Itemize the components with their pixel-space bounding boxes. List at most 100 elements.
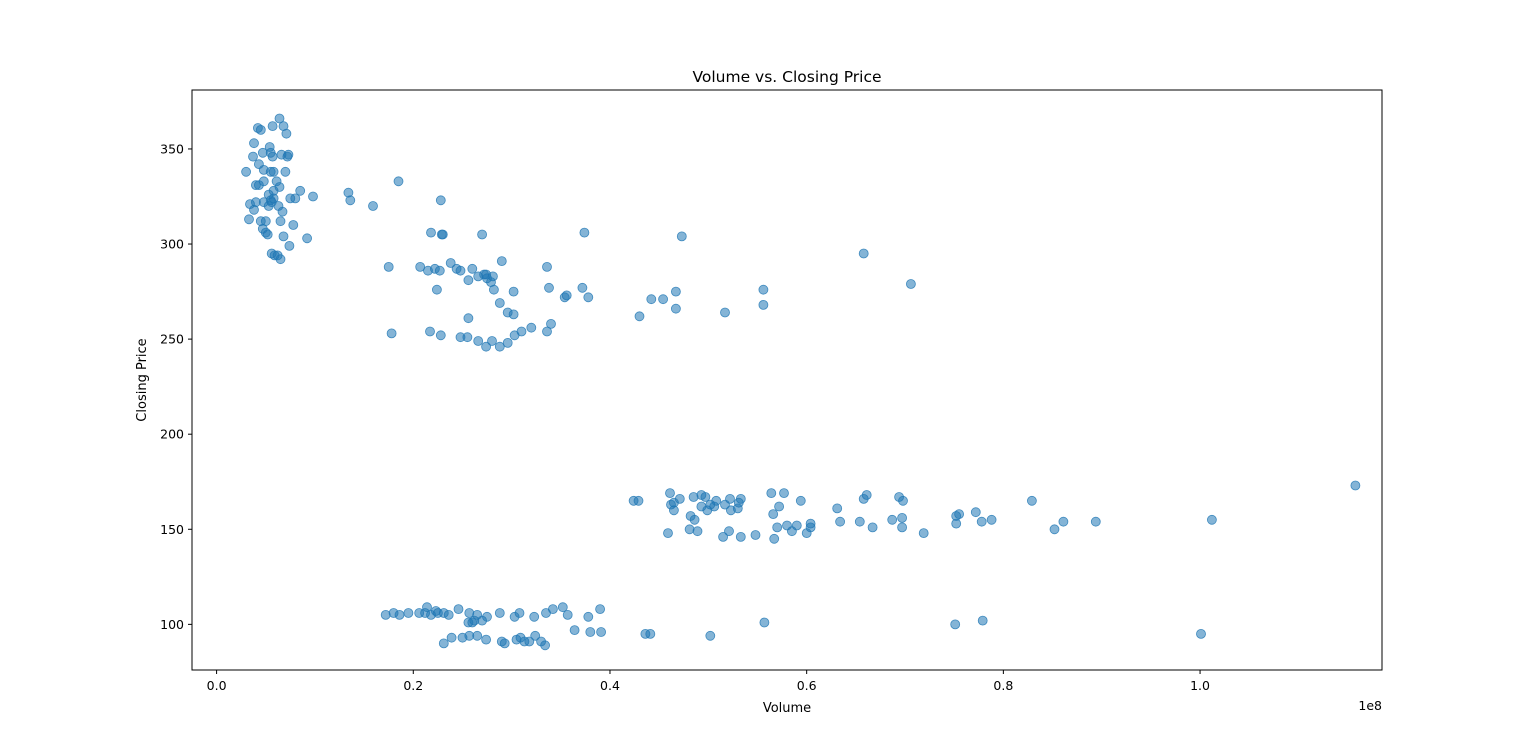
data-point — [684, 524, 695, 535]
data-point — [481, 269, 492, 280]
data-point — [446, 632, 457, 643]
data-point — [508, 286, 519, 297]
y-axis-ticks: 100 150 200 250 300 350 — [160, 141, 192, 632]
x-tick-label: 1.0 — [1190, 678, 1210, 693]
y-tick-label: 150 — [160, 522, 184, 537]
data-point — [976, 516, 987, 527]
data-point — [663, 528, 673, 538]
plot-frame — [191, 89, 1383, 671]
data-point — [241, 166, 252, 177]
data-point — [557, 602, 568, 613]
data-point — [596, 627, 606, 637]
data-point — [472, 630, 483, 641]
data-point — [1350, 480, 1361, 491]
data-point — [544, 282, 554, 293]
data-point — [380, 610, 391, 620]
data-point — [709, 501, 720, 512]
data-point — [530, 630, 541, 641]
data-point — [724, 526, 734, 537]
data-point — [689, 514, 700, 525]
x-axis-label: Volume — [763, 701, 811, 716]
data-point — [529, 611, 540, 622]
data-point — [481, 634, 492, 645]
data-point — [481, 341, 492, 352]
data-point — [768, 509, 779, 519]
data-point — [583, 611, 594, 622]
data-point — [1207, 514, 1217, 525]
data-point — [281, 128, 292, 139]
data-point — [526, 322, 537, 333]
data-point — [516, 326, 527, 337]
data-point — [415, 261, 426, 272]
data-point — [585, 627, 596, 637]
data-point — [970, 507, 981, 518]
data-point — [368, 201, 378, 211]
data-point — [779, 488, 789, 499]
data-point — [867, 522, 878, 533]
data-point — [494, 608, 505, 618]
x-tick-label: 0.4 — [600, 678, 620, 693]
data-point — [787, 526, 797, 537]
data-point — [302, 233, 313, 244]
data-point — [705, 630, 716, 641]
data-point — [561, 290, 572, 301]
data-point — [278, 231, 289, 242]
data-point — [795, 495, 806, 506]
data-point — [280, 166, 291, 177]
data-point — [403, 608, 414, 618]
data-point — [674, 493, 685, 504]
data-point — [268, 185, 279, 196]
data-point — [275, 216, 286, 227]
data-point — [488, 284, 499, 295]
data-point — [345, 195, 356, 206]
data-point — [861, 490, 872, 500]
data-point — [445, 258, 456, 268]
data-point — [285, 193, 296, 204]
data-point — [854, 516, 865, 527]
x-tick-label: 0.0 — [207, 678, 227, 693]
data-point — [502, 307, 513, 318]
data-point — [422, 602, 432, 613]
data-point — [569, 625, 580, 635]
data-point — [496, 256, 507, 267]
data-point — [548, 604, 558, 614]
data-point — [774, 501, 784, 512]
data-point — [248, 151, 258, 162]
data-point — [735, 532, 746, 542]
data-point — [295, 185, 306, 196]
data-point — [858, 248, 869, 259]
data-point — [383, 261, 394, 272]
data-point — [273, 201, 284, 211]
x-tick-label: 0.6 — [797, 678, 817, 693]
data-point — [453, 604, 464, 614]
data-point — [509, 611, 520, 622]
data-point — [1049, 524, 1060, 535]
data-point — [463, 275, 474, 286]
data-point — [443, 610, 454, 620]
data-point — [1196, 629, 1206, 639]
data-point — [951, 518, 962, 529]
data-point — [425, 326, 435, 337]
data-point — [562, 610, 573, 620]
data-point — [645, 629, 656, 639]
data-point — [832, 503, 843, 514]
y-tick-label: 350 — [160, 141, 184, 156]
data-point — [906, 279, 916, 289]
data-point — [250, 180, 261, 191]
data-point — [288, 220, 299, 230]
data-point — [499, 638, 510, 649]
x-axis-ticks: 0.0 0.2 0.4 0.6 0.8 1.0 — [207, 670, 1210, 693]
data-point — [646, 294, 657, 305]
data-point — [245, 199, 255, 210]
data-point — [954, 509, 964, 519]
data-point — [634, 311, 645, 322]
data-point — [986, 514, 997, 525]
data-point — [255, 216, 266, 227]
data-point — [435, 330, 446, 341]
data-point — [455, 265, 466, 276]
data-point — [835, 516, 845, 527]
data-point — [758, 299, 769, 310]
data-point — [766, 488, 777, 499]
data-point — [542, 261, 552, 272]
